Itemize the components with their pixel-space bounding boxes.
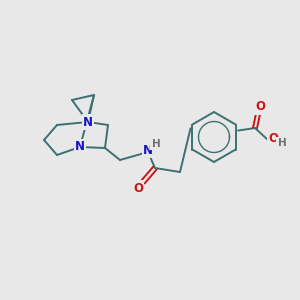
Text: O: O: [268, 131, 278, 145]
Text: O: O: [133, 182, 143, 194]
Text: N: N: [143, 143, 153, 157]
Text: N: N: [75, 140, 85, 154]
Text: O: O: [255, 100, 265, 113]
Text: H: H: [278, 138, 286, 148]
Text: N: N: [83, 116, 93, 128]
Text: H: H: [152, 139, 160, 149]
